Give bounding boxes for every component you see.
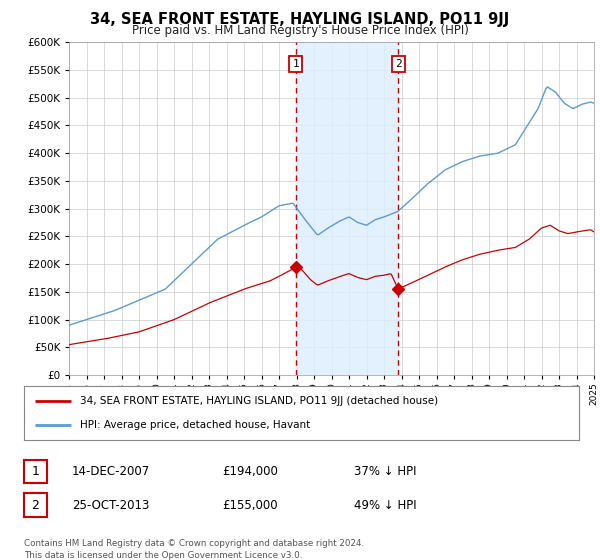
Text: 2: 2 [395,59,401,69]
Text: HPI: Average price, detached house, Havant: HPI: Average price, detached house, Hava… [79,419,310,430]
Text: 1: 1 [292,59,299,69]
Text: 25-OCT-2013: 25-OCT-2013 [72,498,149,512]
Bar [296,42,398,375]
Text: 37% ↓ HPI: 37% ↓ HPI [354,465,416,478]
Text: Contains HM Land Registry data © Crown copyright and database right 2024.
This d: Contains HM Land Registry data © Crown c… [24,539,364,559]
Text: 14-DEC-2007: 14-DEC-2007 [72,465,150,478]
Text: 49% ↓ HPI: 49% ↓ HPI [354,498,416,512]
Text: 1: 1 [31,465,40,478]
Text: 34, SEA FRONT ESTATE, HAYLING ISLAND, PO11 9JJ: 34, SEA FRONT ESTATE, HAYLING ISLAND, PO… [91,12,509,27]
Text: Price paid vs. HM Land Registry's House Price Index (HPI): Price paid vs. HM Land Registry's House … [131,24,469,37]
Text: £155,000: £155,000 [222,498,278,512]
Text: 34, SEA FRONT ESTATE, HAYLING ISLAND, PO11 9JJ (detached house): 34, SEA FRONT ESTATE, HAYLING ISLAND, PO… [79,396,437,407]
Text: 2: 2 [31,498,40,512]
Text: £194,000: £194,000 [222,465,278,478]
